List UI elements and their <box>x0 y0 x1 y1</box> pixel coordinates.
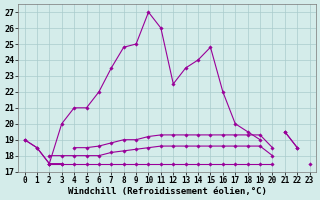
X-axis label: Windchill (Refroidissement éolien,°C): Windchill (Refroidissement éolien,°C) <box>68 187 267 196</box>
